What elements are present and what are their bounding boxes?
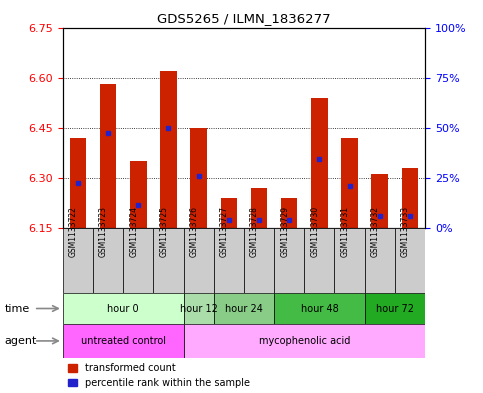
Bar (184, 228, 213, 293)
Bar (190, 128, 207, 228)
Bar (365, 228, 395, 293)
Text: GSM1133722: GSM1133722 (69, 206, 78, 257)
Text: agent: agent (5, 336, 37, 346)
Legend: transformed count, percentile rank within the sample: transformed count, percentile rank withi… (68, 363, 250, 388)
Text: GSM1133731: GSM1133731 (341, 206, 350, 257)
Bar (251, 188, 267, 228)
Bar (304, 228, 334, 293)
Bar (213, 228, 244, 293)
Bar (311, 98, 327, 228)
Bar (402, 168, 418, 228)
Bar (184, 324, 425, 358)
Bar (123, 228, 154, 293)
Text: GDS5265 / ILMN_1836277: GDS5265 / ILMN_1836277 (157, 12, 331, 25)
Bar (334, 228, 365, 293)
Bar (63, 324, 184, 358)
Bar (244, 228, 274, 293)
Text: GSM1133728: GSM1133728 (250, 206, 259, 257)
Text: GSM1133729: GSM1133729 (280, 206, 289, 257)
Text: GSM1133724: GSM1133724 (129, 206, 138, 257)
Bar (154, 228, 184, 293)
Bar (371, 174, 388, 228)
Bar (395, 228, 425, 293)
Text: time: time (5, 303, 30, 314)
Bar (365, 293, 425, 324)
Bar (93, 228, 123, 293)
Bar (70, 138, 86, 228)
Bar (130, 161, 146, 228)
Bar (281, 198, 298, 228)
Text: hour 24: hour 24 (225, 303, 263, 314)
Bar (63, 228, 93, 293)
Text: hour 72: hour 72 (376, 303, 414, 314)
Bar (184, 293, 213, 324)
Text: GSM1133732: GSM1133732 (371, 206, 380, 257)
Bar (274, 293, 365, 324)
Text: GSM1133726: GSM1133726 (190, 206, 199, 257)
Text: mycophenolic acid: mycophenolic acid (258, 336, 350, 346)
Bar (221, 198, 237, 228)
Text: untreated control: untreated control (81, 336, 166, 346)
Bar (63, 293, 184, 324)
Bar (160, 71, 177, 228)
Text: GSM1133723: GSM1133723 (99, 206, 108, 257)
Text: hour 0: hour 0 (107, 303, 139, 314)
Text: hour 12: hour 12 (180, 303, 217, 314)
Text: GSM1133725: GSM1133725 (159, 206, 169, 257)
Bar (213, 293, 274, 324)
Bar (274, 228, 304, 293)
Text: hour 48: hour 48 (300, 303, 338, 314)
Text: GSM1133733: GSM1133733 (401, 206, 410, 257)
Text: GSM1133730: GSM1133730 (311, 206, 319, 257)
Bar (341, 138, 358, 228)
Bar (100, 84, 116, 228)
Text: GSM1133727: GSM1133727 (220, 206, 229, 257)
